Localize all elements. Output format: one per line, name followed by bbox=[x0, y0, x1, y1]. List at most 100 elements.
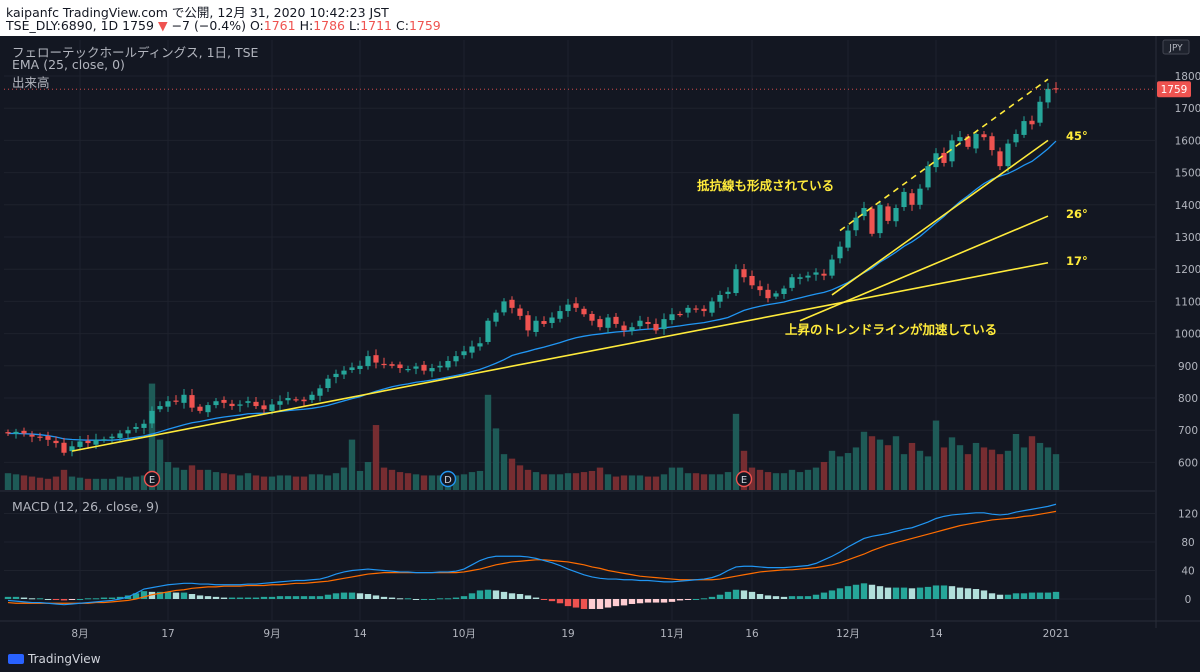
time-tick-label: 9月 bbox=[263, 628, 280, 640]
volume-bar bbox=[540, 474, 548, 490]
candle-body bbox=[853, 217, 859, 231]
price-tick-label: 1400 bbox=[1175, 200, 1200, 212]
candle bbox=[917, 184, 923, 210]
candle-body bbox=[269, 404, 275, 411]
volume-bar bbox=[36, 477, 44, 490]
volume-bar bbox=[692, 473, 700, 490]
macd-histogram-bar bbox=[956, 587, 964, 599]
candle-body bbox=[773, 293, 779, 297]
volume-bar bbox=[300, 476, 308, 490]
candle-body bbox=[621, 325, 627, 331]
candle-body bbox=[341, 370, 347, 375]
macd-histogram-bar bbox=[172, 592, 180, 599]
macd-histogram-bar bbox=[1012, 593, 1020, 599]
volume-bar bbox=[1052, 454, 1060, 490]
candle bbox=[621, 321, 627, 337]
candle bbox=[573, 297, 579, 313]
time-tick-label: 2021 bbox=[1043, 628, 1070, 640]
time-axis: 8月 17 9月 14 10月 19 11月 16 12月 14 2021 bbox=[0, 620, 1200, 640]
candle-body bbox=[837, 246, 843, 259]
volume-bar bbox=[532, 472, 540, 490]
candle-body bbox=[253, 401, 259, 407]
tradingview-logo-icon bbox=[8, 654, 24, 664]
time-tick-label: 8月 bbox=[71, 628, 88, 640]
candle-body bbox=[357, 365, 363, 370]
candle-body bbox=[893, 208, 899, 222]
macd-legend[interactable]: MACD (12, 26, close, 9) bbox=[12, 499, 159, 514]
volume-bar bbox=[868, 436, 876, 490]
candle-body bbox=[133, 426, 139, 429]
volume-bar bbox=[68, 476, 76, 490]
candle bbox=[765, 283, 771, 303]
volume-bar bbox=[252, 475, 260, 490]
macd-histogram-bar bbox=[844, 586, 852, 599]
candle bbox=[613, 312, 619, 328]
macd-histogram-bar bbox=[972, 589, 980, 599]
volume-bar bbox=[548, 474, 556, 490]
candle bbox=[773, 290, 779, 300]
volume-bar bbox=[28, 476, 36, 490]
macd-histogram-bar bbox=[84, 598, 92, 600]
candle bbox=[701, 305, 707, 317]
volume-bar bbox=[1036, 442, 1044, 490]
macd-histogram-bar bbox=[444, 598, 452, 600]
candle-body bbox=[421, 364, 427, 371]
publish-info: kaipanfc TradingView.com で公開, 12月 31, 20… bbox=[6, 5, 389, 20]
macd-tick-label: 0 bbox=[1185, 594, 1192, 606]
candle-body bbox=[317, 388, 323, 396]
time-tick-label: 16 bbox=[745, 628, 759, 640]
candle-body bbox=[229, 403, 235, 407]
candle bbox=[109, 433, 115, 444]
ema-legend[interactable]: EMA (25, close, 0) bbox=[12, 57, 125, 72]
candle-body bbox=[333, 373, 339, 378]
volume-bar bbox=[276, 475, 284, 490]
macd-histogram-bar bbox=[644, 599, 652, 603]
candle bbox=[557, 305, 563, 323]
candle bbox=[261, 400, 267, 415]
candle bbox=[605, 313, 611, 334]
candle-body bbox=[293, 399, 299, 401]
volume-bar bbox=[380, 467, 388, 490]
candle bbox=[149, 406, 155, 428]
macd-histogram-bar bbox=[468, 593, 476, 599]
macd-histogram-bar bbox=[900, 587, 908, 599]
candle bbox=[861, 201, 867, 221]
volume-bar bbox=[220, 473, 228, 490]
event-marker bbox=[439, 470, 457, 488]
volume-bar bbox=[796, 472, 804, 490]
price-tick-label: 800 bbox=[1178, 393, 1198, 405]
volume-bar bbox=[700, 474, 708, 490]
low-value: 1711 bbox=[360, 18, 392, 33]
candle-body bbox=[733, 269, 739, 294]
volume-bar bbox=[660, 474, 668, 490]
trendline bbox=[71, 261, 1049, 452]
volume-bar bbox=[132, 476, 140, 490]
volume-bar bbox=[468, 472, 476, 490]
volume-bar bbox=[108, 478, 116, 490]
volume-bar bbox=[500, 454, 508, 490]
volume-bar bbox=[476, 470, 484, 490]
volume-legend[interactable]: 出来高 bbox=[12, 75, 50, 90]
volume-bar bbox=[4, 473, 12, 490]
candle bbox=[909, 189, 915, 211]
chart-title: フェローテックホールディングス, 1日, TSE bbox=[12, 45, 259, 60]
time-tick-label: 14 bbox=[929, 628, 943, 640]
volume-bar bbox=[1020, 447, 1028, 490]
candle-body bbox=[189, 395, 195, 408]
volume-bar bbox=[756, 469, 764, 490]
candle bbox=[549, 312, 555, 329]
volume-bar bbox=[396, 472, 404, 490]
macd-histogram-bar bbox=[860, 583, 868, 599]
candle bbox=[357, 360, 363, 375]
candle bbox=[949, 134, 955, 168]
candle bbox=[437, 361, 443, 372]
candle-body bbox=[437, 365, 443, 368]
macd-histogram-bar bbox=[268, 596, 276, 599]
candle bbox=[493, 309, 499, 327]
volume-bar bbox=[740, 450, 748, 490]
macd-histogram-bar bbox=[332, 593, 340, 599]
candle-body bbox=[509, 299, 515, 308]
price-tick-label: 700 bbox=[1178, 425, 1198, 437]
candle-body bbox=[221, 399, 227, 403]
